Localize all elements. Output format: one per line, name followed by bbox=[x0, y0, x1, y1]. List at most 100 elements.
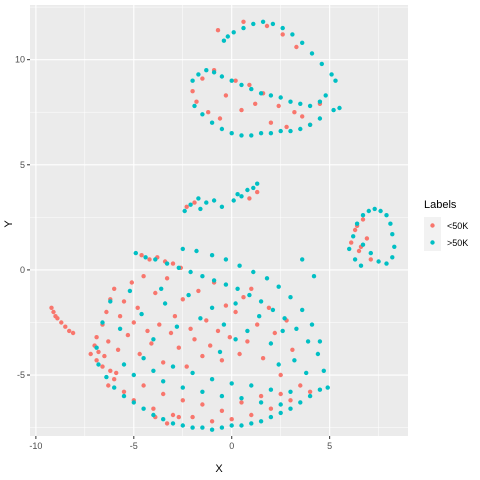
data-point bbox=[147, 257, 152, 262]
data-point bbox=[198, 206, 203, 212]
data-point bbox=[290, 32, 295, 37]
data-point bbox=[121, 299, 127, 304]
axis-tick-labels: -10 -5 0 5 -5 0 5 10 bbox=[15, 55, 332, 451]
data-point bbox=[282, 316, 287, 321]
data-point bbox=[159, 286, 164, 291]
data-point bbox=[354, 221, 360, 226]
legend-key-point bbox=[430, 223, 435, 228]
data-point bbox=[288, 295, 293, 300]
data-point bbox=[117, 314, 123, 319]
data-point bbox=[229, 131, 234, 136]
data-point bbox=[149, 341, 154, 346]
data-point bbox=[221, 38, 227, 43]
data-point bbox=[255, 189, 260, 195]
legend-key-point bbox=[430, 240, 435, 245]
data-point bbox=[135, 305, 140, 310]
data-point bbox=[104, 374, 109, 380]
data-point bbox=[200, 353, 205, 359]
data-point bbox=[307, 103, 313, 109]
data-point bbox=[115, 347, 121, 352]
data-point bbox=[219, 358, 225, 363]
data-point bbox=[96, 349, 101, 355]
data-point bbox=[317, 339, 323, 344]
data-point bbox=[217, 116, 223, 121]
data-point bbox=[249, 133, 254, 138]
data-point bbox=[196, 72, 201, 77]
data-point bbox=[209, 377, 215, 382]
data-point bbox=[278, 372, 283, 378]
data-point bbox=[190, 78, 195, 83]
data-point bbox=[307, 389, 313, 394]
data-point bbox=[194, 248, 199, 254]
data-point bbox=[112, 385, 117, 390]
data-point bbox=[170, 261, 176, 266]
data-point bbox=[268, 131, 274, 136]
data-point bbox=[317, 116, 323, 121]
data-point bbox=[241, 19, 246, 24]
data-point bbox=[180, 385, 185, 390]
data-point bbox=[161, 391, 166, 397]
data-point bbox=[325, 385, 330, 390]
data-point bbox=[321, 368, 326, 373]
data-point bbox=[129, 280, 134, 285]
data-point bbox=[180, 246, 185, 252]
data-point bbox=[392, 244, 397, 249]
data-point bbox=[307, 122, 313, 128]
data-point bbox=[257, 314, 262, 319]
data-points bbox=[49, 19, 397, 432]
data-point bbox=[131, 400, 136, 405]
data-point bbox=[309, 322, 315, 327]
data-point bbox=[229, 417, 234, 422]
data-point bbox=[278, 128, 283, 134]
data-point bbox=[270, 307, 276, 313]
data-point bbox=[245, 328, 250, 334]
data-point bbox=[196, 196, 201, 201]
data-point bbox=[239, 194, 244, 199]
data-point bbox=[280, 328, 285, 334]
data-point bbox=[253, 101, 258, 107]
data-point bbox=[307, 393, 313, 399]
data-point bbox=[188, 202, 193, 207]
data-point bbox=[200, 76, 205, 81]
data-point bbox=[112, 286, 117, 291]
data-point bbox=[233, 309, 238, 315]
data-point bbox=[360, 217, 366, 222]
panel-background bbox=[30, 5, 408, 436]
data-point bbox=[278, 391, 283, 397]
data-point bbox=[151, 368, 156, 373]
data-point bbox=[225, 34, 230, 39]
data-point bbox=[141, 356, 146, 361]
data-point bbox=[247, 82, 252, 88]
legend-label: >50K bbox=[447, 238, 468, 248]
data-point bbox=[192, 103, 197, 109]
x-tick-label: 5 bbox=[327, 441, 332, 451]
data-point bbox=[356, 248, 362, 254]
data-point bbox=[333, 78, 338, 83]
data-point bbox=[215, 328, 221, 334]
data-point bbox=[131, 372, 136, 378]
data-point bbox=[237, 351, 242, 357]
data-point bbox=[368, 250, 373, 256]
data-point bbox=[70, 330, 76, 336]
data-point bbox=[229, 423, 234, 428]
data-point bbox=[241, 295, 246, 300]
data-point bbox=[264, 276, 270, 281]
data-point bbox=[290, 347, 295, 352]
data-point bbox=[268, 414, 274, 420]
data-point bbox=[329, 72, 334, 77]
legend-label: <50K bbox=[447, 221, 468, 231]
data-point bbox=[249, 286, 254, 291]
data-point bbox=[231, 198, 236, 203]
data-point bbox=[258, 299, 264, 304]
data-point bbox=[211, 70, 217, 75]
data-point bbox=[251, 21, 256, 27]
data-point bbox=[190, 89, 195, 94]
data-point bbox=[270, 21, 276, 27]
data-point bbox=[55, 316, 60, 321]
data-point bbox=[219, 74, 225, 79]
data-point bbox=[298, 101, 303, 107]
data-point bbox=[170, 364, 176, 369]
data-point bbox=[112, 377, 117, 382]
data-point bbox=[233, 337, 238, 342]
